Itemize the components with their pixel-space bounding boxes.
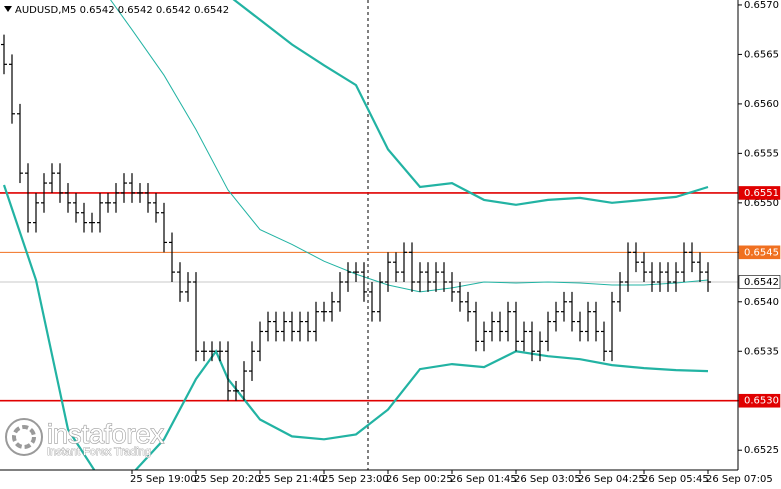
y-tick-label: 0.6570 bbox=[744, 0, 779, 11]
plot-area bbox=[0, 0, 738, 470]
logo-circle bbox=[5, 418, 43, 456]
x-tick-label: 26 Sep 01:45 bbox=[450, 474, 517, 485]
x-tick-label: 25 Sep 20:20 bbox=[194, 474, 261, 485]
level-box bbox=[738, 393, 781, 408]
indicator-line bbox=[232, 0, 709, 206]
x-tick-label: 26 Sep 05:45 bbox=[642, 474, 709, 485]
logo: instaforex Instant Forex Trading bbox=[5, 418, 165, 458]
level-box bbox=[738, 186, 781, 200]
plot-layer bbox=[0, 0, 738, 470]
x-tick-label: 26 Sep 00:25 bbox=[386, 474, 453, 485]
level-box bbox=[738, 245, 781, 260]
indicator-line bbox=[2, 184, 709, 470]
x-tick-label: 25 Sep 19:00 bbox=[130, 474, 197, 485]
y-tick-label: 0.6550 bbox=[744, 198, 779, 209]
x-tick-label: 26 Sep 07:05 bbox=[706, 474, 773, 485]
x-tick-label: 25 Sep 23:00 bbox=[322, 474, 389, 485]
chart-title: AUDUSD,M5 0.6542 0.6542 0.6542 0.6542 bbox=[15, 5, 229, 16]
logo-mark bbox=[12, 425, 36, 449]
logo-tagline: Instant Forex Trading bbox=[47, 446, 151, 458]
level-label: 0.6551 bbox=[744, 188, 779, 199]
level-label: 0.6542 bbox=[744, 277, 779, 288]
level-label: 0.6530 bbox=[744, 396, 779, 407]
y-tick-label: 0.6540 bbox=[744, 297, 779, 308]
x-tick-label: 26 Sep 04:25 bbox=[578, 474, 645, 485]
level-box bbox=[738, 275, 781, 289]
y-tick-label: 0.6535 bbox=[744, 346, 779, 357]
y-tick-label: 0.6555 bbox=[744, 148, 779, 159]
y-tick-label: 0.6525 bbox=[744, 445, 779, 456]
x-tick-label: 26 Sep 03:05 bbox=[514, 474, 581, 485]
logo-name: instaforex bbox=[47, 419, 165, 449]
y-tick-label: 0.6565 bbox=[744, 49, 779, 60]
menu-icon bbox=[4, 6, 12, 12]
level-label: 0.6545 bbox=[744, 247, 779, 258]
y-tick-label: 0.6560 bbox=[744, 99, 779, 110]
x-tick-label: 25 Sep 21:40 bbox=[258, 474, 325, 485]
